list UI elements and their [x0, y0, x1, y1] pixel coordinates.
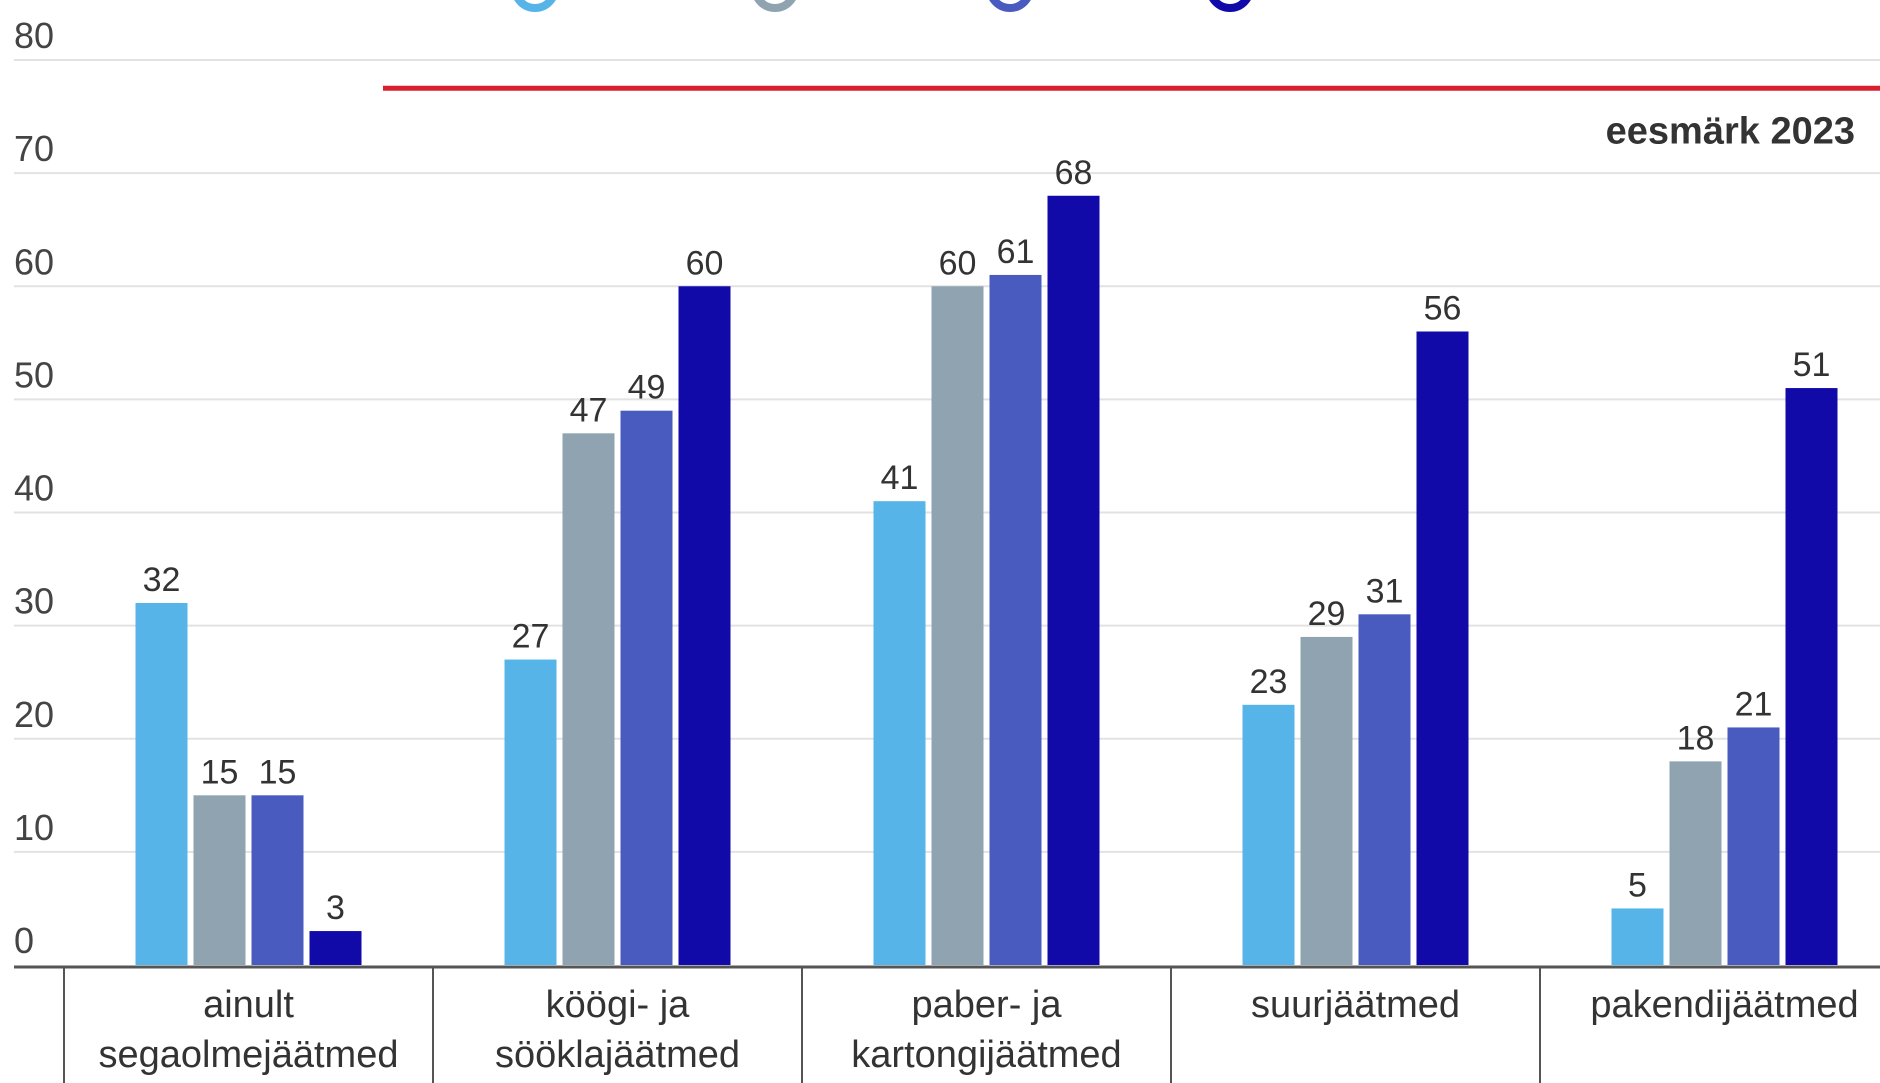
target-line: eesmärk 2023 — [383, 85, 1880, 152]
bar-value-label: 23 — [1250, 663, 1288, 701]
bar-value-label: 29 — [1308, 595, 1346, 633]
bar-value-label: 27 — [512, 618, 550, 656]
bar-value-label: 60 — [686, 244, 724, 282]
bar — [135, 603, 188, 965]
x-category-label: sööklajäätmed — [495, 1034, 740, 1076]
value-labels: 32 15 15 3 27 47 49 60 41 60 61 68 23 29 31 56 5 18 21 51 — [143, 154, 1831, 927]
x-category-label: suurjäätmed — [1251, 984, 1460, 1026]
bar — [193, 795, 246, 965]
x-category-label: kartongijäätmed — [851, 1034, 1121, 1076]
bar — [1416, 331, 1469, 965]
bar-value-label: 21 — [1735, 685, 1773, 723]
y-tick-label: 30 — [14, 581, 54, 622]
bar — [989, 274, 1042, 965]
bar — [309, 931, 362, 965]
bar — [504, 659, 557, 965]
bar-value-label: 15 — [201, 753, 239, 791]
legend-marker — [1209, 0, 1251, 12]
bar — [1358, 614, 1411, 965]
legend-marker — [754, 0, 796, 12]
x-category-label: ainult — [203, 984, 294, 1026]
bar-value-label: 15 — [259, 753, 297, 791]
x-category-label: segaolmejäätmed — [99, 1034, 399, 1076]
bar — [1611, 908, 1664, 965]
y-tick-label: 50 — [14, 354, 54, 395]
bar — [1727, 727, 1780, 965]
bar-value-label: 5 — [1628, 866, 1647, 904]
bar-value-label: 3 — [326, 889, 345, 927]
bar-value-label: 60 — [939, 244, 977, 282]
bar-value-label: 31 — [1366, 572, 1404, 610]
bar — [251, 795, 304, 965]
bar-value-label: 56 — [1424, 290, 1462, 328]
target-label: eesmärk 2023 — [1606, 110, 1855, 152]
y-tick-label: 70 — [14, 128, 54, 169]
bars — [135, 195, 1838, 965]
y-axis-ticks: 0 10 20 30 40 50 60 70 80 — [14, 15, 54, 961]
bar-value-label: 49 — [628, 369, 666, 407]
bar — [1242, 704, 1295, 965]
bar — [562, 433, 615, 965]
x-category-label: paber- ja — [912, 984, 1063, 1026]
y-tick-label: 40 — [14, 468, 54, 509]
y-tick-label: 10 — [14, 807, 54, 848]
bar — [1669, 761, 1722, 965]
bar-value-label: 41 — [881, 459, 919, 497]
y-tick-label: 80 — [14, 15, 54, 56]
x-category-label: köögi- ja — [546, 984, 690, 1026]
y-tick-label: 20 — [14, 694, 54, 735]
y-tick-label: 60 — [14, 241, 54, 282]
y-tick-label: 0 — [14, 920, 34, 961]
bar — [1785, 388, 1838, 965]
bar-value-label: 18 — [1677, 719, 1715, 757]
bar — [873, 501, 926, 965]
bar-value-label: 68 — [1055, 154, 1093, 192]
bar-value-label: 32 — [143, 561, 181, 599]
bar — [1047, 195, 1100, 965]
bar-value-label: 47 — [570, 391, 608, 429]
bar — [931, 286, 984, 965]
bar — [678, 286, 731, 965]
legend — [514, 0, 1251, 12]
bar — [620, 410, 673, 965]
bar-value-label: 51 — [1793, 346, 1831, 384]
x-category-label: pakendijäätmed — [1590, 984, 1858, 1026]
bar-value-label: 61 — [997, 233, 1035, 271]
legend-marker — [514, 0, 556, 12]
legend-marker — [989, 0, 1031, 12]
bar — [1300, 636, 1353, 965]
x-axis: ainult segaolmejäätmed köögi- ja sööklajäät… — [14, 965, 1880, 1083]
